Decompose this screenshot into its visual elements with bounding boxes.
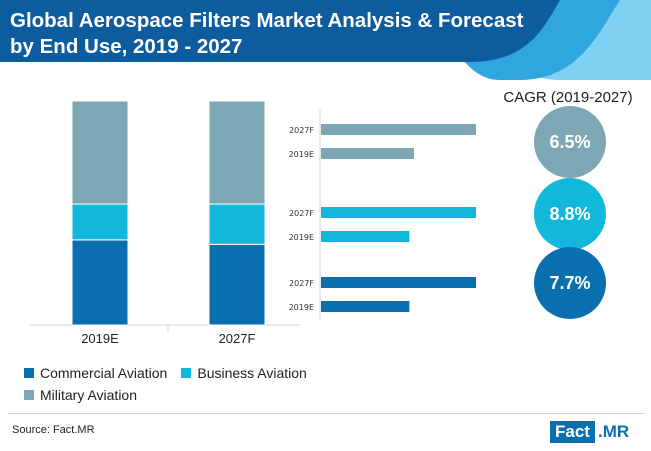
- footer-divider: [8, 413, 645, 414]
- hbar-business-2027f: [321, 207, 476, 218]
- cagr-circle-business: 8.8%: [534, 178, 606, 250]
- stack-bar-2027f-commercial: [208, 243, 266, 326]
- legend-row-1: Commercial Aviation Business Aviation: [24, 362, 321, 384]
- cagr-title: CAGR (2019-2027): [503, 89, 633, 106]
- chart-legend: Commercial Aviation Business Aviation Mi…: [24, 362, 321, 406]
- legend-label-commercial: Commercial Aviation: [40, 365, 168, 381]
- hbar-tick-label: 2019E: [289, 233, 314, 242]
- cagr-value-business: 8.8%: [549, 203, 591, 224]
- hbar-tick-label: 2027F: [289, 209, 314, 218]
- cagr-value-commercial: 7.7%: [549, 272, 591, 293]
- hbar-tick-label: 2027F: [289, 126, 314, 135]
- horizontal-bar-chart: 2027F 2019E 2027F 2019E 2027F 2019E: [289, 110, 476, 320]
- legend-swatch-military: [24, 390, 34, 400]
- legend-label-military: Military Aviation: [40, 387, 138, 403]
- stack-bar-2019e-business: [71, 203, 129, 241]
- cagr-circle-commercial: 7.7%: [534, 247, 606, 319]
- hbar-tick-label: 2027F: [289, 279, 314, 288]
- page-title: Global Aerospace Filters Market Analysis…: [10, 8, 570, 60]
- source-note: Source: Fact.MR: [12, 424, 95, 436]
- hbar-commercial-2019e: [321, 301, 410, 312]
- stack-bar-2019e-commercial: [71, 239, 129, 326]
- title-line-2: by End Use, 2019 - 2027: [10, 35, 243, 58]
- cagr-value-military: 6.5%: [549, 131, 591, 152]
- hbar-military-2027f: [321, 124, 476, 135]
- hbar-business-2019e: [321, 231, 410, 242]
- legend-item-commercial: Commercial Aviation: [24, 365, 167, 381]
- stack-category-label: 2027F: [219, 331, 256, 346]
- factmr-logo: Fact .MR: [550, 421, 632, 443]
- stack-bar-2027f-business: [208, 203, 266, 245]
- hbar-military-2019e: [321, 148, 414, 159]
- legend-item-military: Military Aviation: [24, 387, 137, 403]
- hbar-tick-label: 2019E: [289, 150, 314, 159]
- logo-fact: Fact: [550, 421, 595, 443]
- header-dark-band: [0, 0, 560, 62]
- hbar-commercial-2027f: [321, 277, 476, 288]
- stack-category-label: 2019E: [81, 331, 119, 346]
- title-line-1: Global Aerospace Filters Market Analysis…: [10, 9, 524, 32]
- legend-swatch-business: [181, 368, 192, 378]
- legend-label-business: Business Aviation: [197, 365, 307, 381]
- logo-mr: .MR: [597, 422, 630, 441]
- stack-bar-2019e-military: [71, 100, 129, 205]
- stacked-bar-chart: 2019E 2027F: [30, 100, 300, 346]
- stack-bar-2027f-military: [208, 100, 266, 205]
- cagr-circle-military: 6.5%: [534, 106, 606, 178]
- legend-row-2: Military Aviation: [24, 384, 321, 406]
- legend-swatch-commercial: [24, 368, 34, 378]
- legend-item-business: Business Aviation: [181, 365, 307, 381]
- header-banner: [0, 0, 651, 80]
- hbar-tick-label: 2019E: [289, 303, 314, 312]
